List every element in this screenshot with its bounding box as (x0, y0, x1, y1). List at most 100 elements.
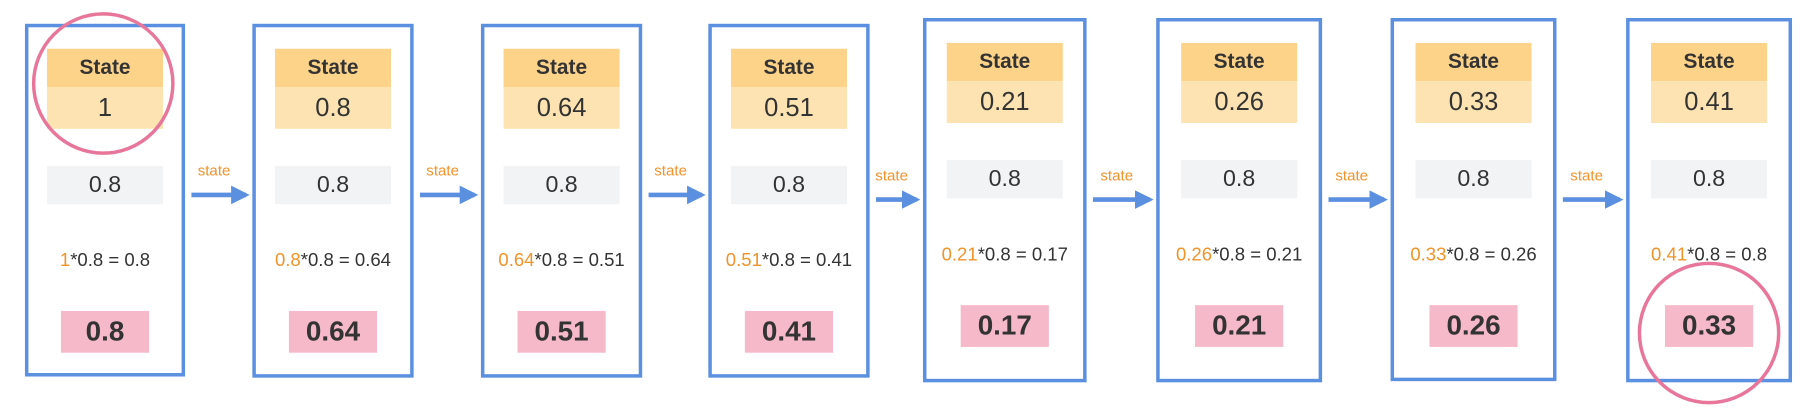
equation: 0.51*0.8 = 0.41 (726, 249, 852, 270)
state-value: 0.51 (764, 94, 814, 122)
cell-box (24, 23, 186, 377)
equation: 1*0.8 = 0.8 (60, 249, 150, 270)
equation: 0.8*0.8 = 0.64 (275, 249, 391, 270)
cell-box (1390, 17, 1557, 382)
factor: 0.8 (545, 171, 577, 197)
equation-input: 0.64 (498, 249, 534, 270)
factor: 0.8 (773, 171, 805, 197)
factor: 0.8 (1223, 165, 1255, 191)
factor-bg (1181, 160, 1298, 199)
equation: 0.26*0.8 = 0.21 (1176, 243, 1302, 264)
result-bg (1195, 305, 1284, 347)
equation-input: 0.21 (942, 243, 978, 264)
factor-bg (1415, 160, 1532, 199)
equation-rest: *0.8 = 0.26 (1446, 243, 1536, 264)
state-header-bg (1651, 42, 1768, 82)
cell-box (922, 17, 1087, 383)
result: 0.26 (1446, 310, 1500, 341)
state-value-bg (1651, 81, 1768, 123)
state-value-bg (946, 81, 1063, 123)
state-value: 0.8 (315, 94, 350, 122)
arrow-label: state (198, 163, 231, 180)
state-header-bg (1181, 42, 1298, 82)
state-value: 0.41 (1684, 88, 1734, 116)
arrow-label: state (875, 167, 908, 184)
state-header-bg (730, 48, 847, 88)
state-value: 1 (98, 94, 112, 122)
state-value-bg (274, 87, 392, 129)
state-value: 0.21 (980, 88, 1030, 116)
equation-input: 0.51 (726, 249, 762, 270)
factor: 0.8 (1457, 165, 1489, 191)
state-header-bg (946, 42, 1063, 82)
state-header-bg (1415, 42, 1532, 82)
arrow-label: state (1570, 167, 1603, 184)
arrow-label: state (654, 163, 687, 180)
cell-box (1156, 17, 1323, 383)
factor: 0.8 (89, 171, 121, 197)
equation: 0.41*0.8 = 0.8 (1651, 243, 1767, 264)
state-header: State (536, 56, 587, 79)
result: 0.17 (978, 310, 1032, 341)
state-value: 0.26 (1214, 88, 1264, 116)
highlight-circle (1637, 261, 1781, 405)
equation: 0.21*0.8 = 0.17 (942, 243, 1068, 264)
equation-input: 0.33 (1410, 243, 1446, 264)
state-header: State (307, 56, 358, 79)
result-bg (288, 310, 378, 353)
state-header: State (79, 56, 130, 79)
arrow-label: state (426, 163, 459, 180)
result-bg (517, 310, 606, 353)
state-value-bg (503, 87, 620, 129)
state-header: State (1684, 50, 1735, 73)
result-bg (960, 305, 1049, 347)
factor-bg (503, 165, 620, 205)
equation-rest: *0.8 = 0.21 (1212, 243, 1302, 264)
equation-input: 0.41 (1651, 243, 1687, 264)
state-value-bg (730, 87, 847, 129)
state-header-bg (46, 48, 164, 88)
result-bg (1429, 305, 1518, 347)
factor: 0.8 (317, 171, 349, 197)
arrow-label: state (1335, 167, 1368, 184)
state-value-bg (46, 87, 164, 129)
result-bg (1664, 305, 1754, 347)
state-header: State (1448, 50, 1499, 73)
arrow-label: state (1100, 167, 1133, 184)
equation: 0.64*0.8 = 0.51 (498, 249, 624, 270)
equation-rest: *0.8 = 0.64 (301, 249, 391, 270)
cell-box (480, 23, 643, 378)
state-header: State (979, 50, 1030, 73)
state-value: 0.33 (1449, 88, 1499, 116)
result: 0.41 (762, 315, 816, 346)
result-bg (60, 310, 150, 353)
state-value-bg (1181, 81, 1298, 123)
highlight-circle (31, 12, 175, 155)
equation-rest: *0.8 = 0.41 (762, 249, 852, 270)
factor: 0.8 (989, 165, 1021, 191)
state-value-bg (1415, 81, 1532, 123)
equation-input: 0.8 (275, 249, 301, 270)
factor-bg (946, 160, 1063, 199)
factor-bg (1651, 160, 1768, 199)
equation-rest: *0.8 = 0.8 (1687, 243, 1767, 264)
result: 0.51 (534, 315, 588, 346)
state-header: State (1214, 50, 1265, 73)
result: 0.33 (1682, 310, 1736, 341)
equation: 0.33*0.8 = 0.26 (1410, 243, 1536, 264)
factor-bg (274, 165, 392, 205)
factor-bg (46, 165, 164, 205)
factor-bg (730, 165, 847, 205)
result: 0.21 (1212, 310, 1266, 341)
cell-box (252, 23, 414, 378)
equation-rest: *0.8 = 0.17 (978, 243, 1068, 264)
state-header: State (763, 56, 814, 79)
state-header-bg (503, 48, 620, 88)
state-header-bg (274, 48, 392, 88)
equation-rest: *0.8 = 0.8 (70, 249, 150, 270)
equation-input: 0.26 (1176, 243, 1212, 264)
factor: 0.8 (1693, 165, 1725, 191)
equation-input: 1 (60, 249, 70, 270)
result-bg (744, 310, 834, 353)
